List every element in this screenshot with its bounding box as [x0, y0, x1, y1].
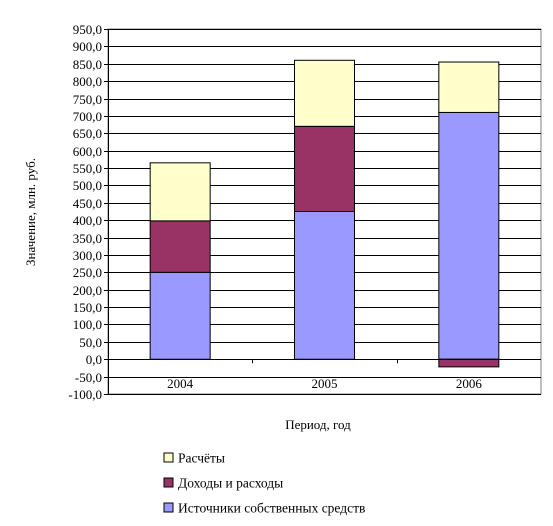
legend-swatch — [163, 502, 174, 513]
y-tick-label: 550,0 — [73, 161, 102, 176]
bar-segment — [438, 61, 500, 113]
x-tick-label: 2006 — [456, 376, 483, 391]
y-tick-label: 100,0 — [73, 317, 102, 332]
x-tick-label: 2005 — [312, 376, 338, 391]
x-tick-labels: 2004 2005 2006 — [167, 376, 482, 391]
bar-segment — [294, 59, 355, 127]
y-tick-label: 800,0 — [73, 74, 102, 89]
bar-segment — [294, 125, 355, 212]
y-axis-label: Значение, млн. руб. — [23, 158, 38, 266]
y-tick-label: 700,0 — [73, 109, 102, 124]
bar-segment — [149, 220, 211, 273]
y-tick-label: 250,0 — [73, 265, 102, 280]
y-tick-label: 850,0 — [73, 57, 102, 72]
y-tick-label: 200,0 — [73, 283, 102, 298]
y-tick-label: 950,0 — [73, 22, 102, 37]
y-tick-label: 500,0 — [73, 178, 102, 193]
y-tick-label: 650,0 — [73, 126, 102, 141]
bars — [149, 59, 500, 368]
y-tick-label: 900,0 — [73, 39, 102, 54]
legend-label: Источники собственных средств — [178, 501, 365, 516]
bar-segment — [149, 271, 211, 360]
y-tick-label: 300,0 — [73, 248, 102, 263]
y-tick-label: 0,0 — [86, 352, 102, 367]
y-tick-label: 400,0 — [73, 213, 102, 228]
y-tick-label: 450,0 — [73, 196, 102, 211]
y-tick-label: 150,0 — [73, 300, 102, 315]
y-tick-label: 750,0 — [73, 92, 102, 107]
y-tick-label: 350,0 — [73, 231, 102, 246]
y-tick-label: 600,0 — [73, 144, 102, 159]
bar-segment — [438, 358, 500, 368]
x-tick-label: 2004 — [167, 376, 194, 391]
bar-segment — [294, 211, 355, 360]
bar-segment — [438, 111, 500, 360]
x-axis-label: Период, год — [285, 417, 351, 432]
legend-label: Доходы и расходы — [178, 476, 283, 491]
y-tick-labels: 950,0 900,0 850,0 800,0 750,0 700,0 650,0 600,0… — [68, 22, 102, 402]
bar-segment — [149, 162, 211, 222]
y-tick-label: -50,0 — [75, 370, 102, 385]
legend-swatch — [163, 477, 174, 488]
axes — [104, 29, 541, 395]
legend: Расчёты Доходы и расходы Источники собстве… — [163, 451, 365, 516]
y-tick-label: -100,0 — [68, 387, 102, 402]
legend-swatch — [163, 452, 174, 463]
legend-label: Расчёты — [178, 451, 225, 466]
y-tick-label: 50,0 — [79, 335, 102, 350]
